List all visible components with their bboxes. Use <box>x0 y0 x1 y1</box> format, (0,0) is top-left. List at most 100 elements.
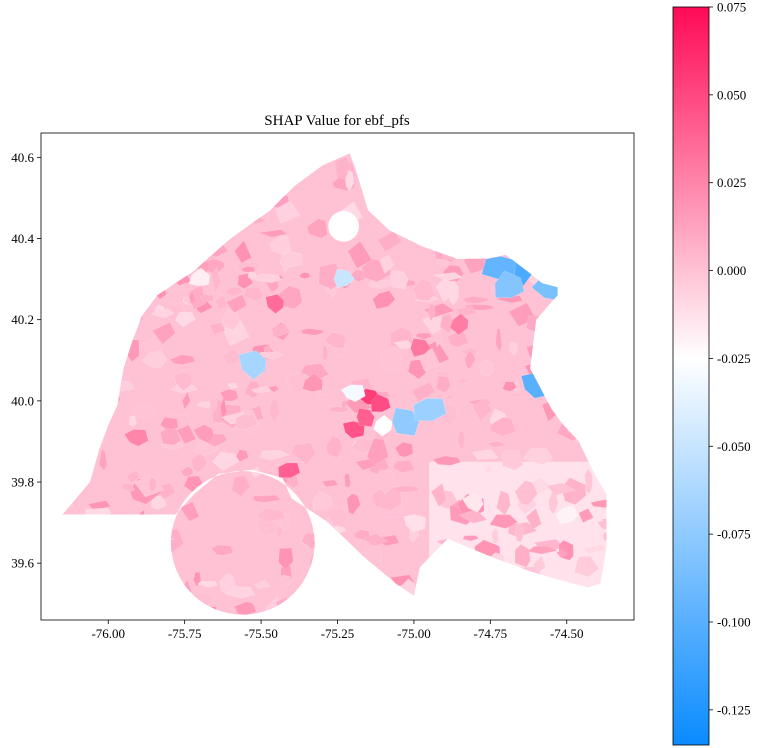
tract-tile <box>86 303 104 319</box>
tract-tile <box>458 509 488 524</box>
colorbar-tick-label: -0.025 <box>717 351 751 366</box>
tract-tile <box>557 589 584 615</box>
tract-tile <box>607 590 623 616</box>
tract-tile <box>202 170 215 180</box>
tract-tile <box>415 332 433 340</box>
colorbar-tick-label: -0.075 <box>717 527 751 542</box>
tract-tile <box>379 254 394 275</box>
tract-tile <box>279 153 309 173</box>
tract-value-mark <box>370 393 391 413</box>
tract-tile <box>508 341 518 357</box>
tract-tile <box>614 566 630 590</box>
tract-tile <box>434 329 443 348</box>
tract-tile <box>151 308 175 319</box>
tract-tile <box>278 547 294 570</box>
tract-tile <box>84 542 113 569</box>
tract-tile <box>79 252 100 262</box>
tract-tile <box>182 391 191 410</box>
tract-tile <box>191 453 207 473</box>
tract-tile <box>82 569 105 588</box>
tract-tile <box>393 339 416 350</box>
tract-value-mark <box>494 270 525 298</box>
tract-tile <box>62 197 65 205</box>
tract-tile <box>175 311 196 328</box>
tract-tile <box>585 153 605 159</box>
tract-tile <box>493 572 508 595</box>
tract-tile <box>599 160 607 180</box>
tract-tile <box>38 263 45 282</box>
tract-tile <box>176 131 187 149</box>
tract-tile <box>590 499 607 508</box>
tract-tile <box>489 514 519 529</box>
tract-tile <box>529 189 556 204</box>
tract-tile <box>565 153 583 173</box>
tract-tile <box>626 463 633 470</box>
colorbar-tick-label: 0.075 <box>717 0 746 15</box>
tract-tile <box>211 544 234 556</box>
tract-tile <box>46 331 61 353</box>
tract-tile <box>557 591 578 605</box>
tract-tile <box>594 277 607 298</box>
tract-tile <box>494 231 514 243</box>
tract-tile <box>589 199 607 221</box>
tract-value-mark <box>278 462 301 479</box>
tract-tile <box>225 586 256 599</box>
tract-tile <box>596 518 607 530</box>
tract-tile <box>370 154 384 182</box>
tract-tile <box>228 219 238 227</box>
tract-tile <box>204 190 223 202</box>
y-tick-label: 40.0 <box>11 393 34 408</box>
tract-tile <box>188 284 207 311</box>
tract-tile <box>268 153 284 159</box>
tract-tile <box>550 153 569 158</box>
tract-tile <box>62 260 70 271</box>
tract-value-mark <box>389 270 409 290</box>
x-tick-label: -75.00 <box>397 626 431 641</box>
x-tick-label: -76.00 <box>91 626 125 641</box>
tract-tile <box>270 322 291 338</box>
tract-tile <box>119 251 143 275</box>
tract-tile <box>445 173 459 186</box>
tract-tile <box>334 156 352 177</box>
tract-tile <box>128 415 137 428</box>
tract-tile <box>226 382 239 390</box>
tract-tile <box>380 346 403 372</box>
tract-tile <box>119 198 130 212</box>
tract-tile <box>472 397 492 422</box>
tract-tile <box>62 543 78 568</box>
tract-value-mark <box>301 373 324 392</box>
tract-tile <box>496 490 511 516</box>
tract-tile <box>321 479 339 488</box>
tract-tile <box>37 368 54 393</box>
tract-tile <box>207 606 219 615</box>
tract-tile <box>242 286 264 302</box>
tract-tile <box>84 408 107 434</box>
tract-tile <box>454 377 472 385</box>
tract-tile <box>220 220 234 238</box>
tract-tile <box>269 398 281 425</box>
tract-tile <box>298 272 311 279</box>
tract-tile <box>551 299 568 314</box>
tract-tile <box>98 285 112 301</box>
tract-tile <box>466 220 480 240</box>
tract-tile <box>105 286 126 311</box>
tract-tile <box>145 178 158 187</box>
tract-tile <box>530 156 538 164</box>
tract-tile <box>323 584 344 607</box>
tract-tile <box>514 544 531 568</box>
tract-tile <box>211 451 240 472</box>
tract-tile <box>566 425 585 434</box>
tract-tile <box>138 281 161 296</box>
tract-tile <box>67 236 92 263</box>
tract-tile <box>156 579 178 596</box>
chart-title: SHAP Value for ebf_pfs <box>264 113 410 129</box>
tract-tile <box>132 405 158 419</box>
tract-tile <box>396 607 411 615</box>
tract-tile <box>68 435 84 453</box>
tract-tile <box>556 548 568 558</box>
tract-tile <box>324 562 335 572</box>
tract-tile <box>497 609 530 615</box>
tract-tile <box>29 446 54 462</box>
tract-tile <box>423 153 442 155</box>
